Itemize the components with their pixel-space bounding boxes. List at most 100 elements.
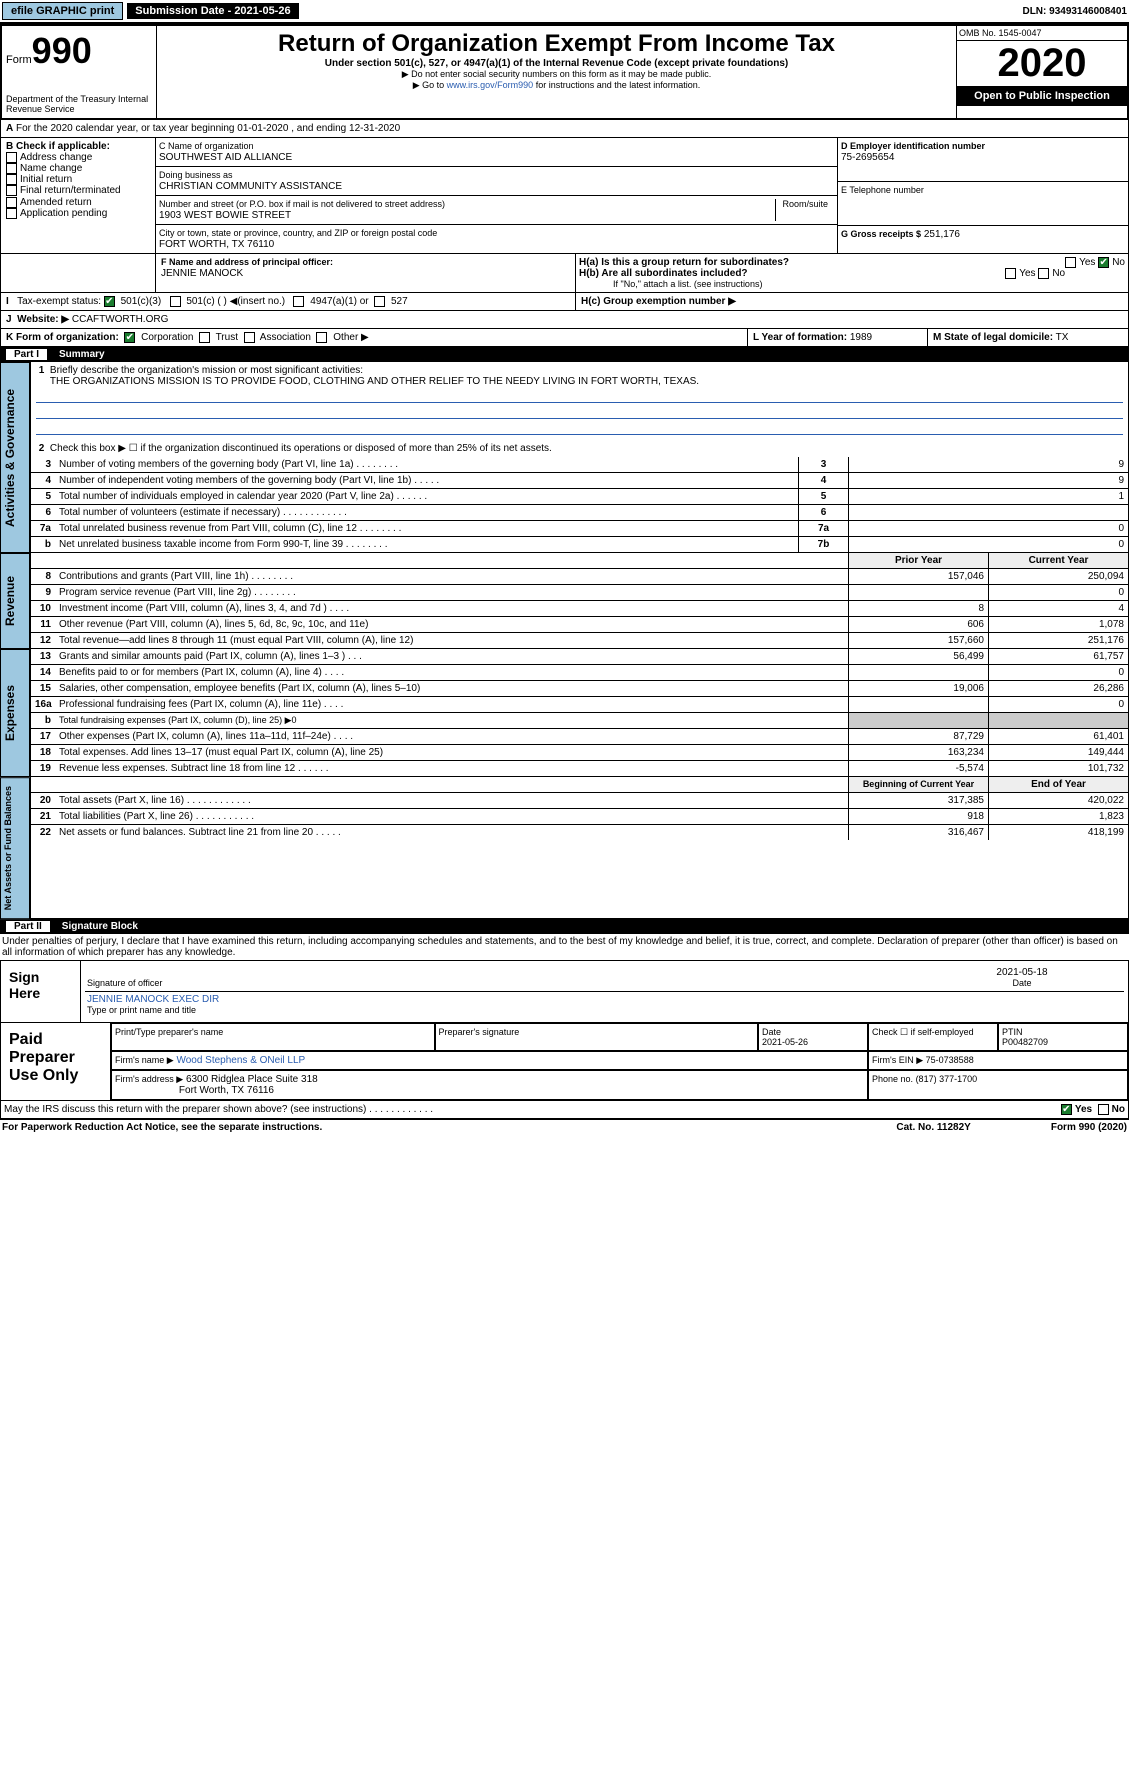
- part1-body: Activities & Governance 1 Briefly descri…: [0, 362, 1129, 919]
- fh-row: F Name and address of principal officer:…: [0, 254, 1129, 293]
- ha-no[interactable]: [1098, 257, 1109, 268]
- chk-501c[interactable]: [170, 296, 181, 307]
- part2-label: Part II: [6, 921, 50, 932]
- c15: 26,286: [988, 681, 1128, 696]
- chk-amended[interactable]: [6, 197, 17, 208]
- form-number: 990: [32, 30, 92, 71]
- chk-initial-return[interactable]: [6, 174, 17, 185]
- l6: Total number of volunteers (estimate if …: [55, 505, 798, 520]
- chk-4947[interactable]: [293, 296, 304, 307]
- p10: 8: [848, 601, 988, 616]
- l7a: Total unrelated business revenue from Pa…: [55, 521, 798, 536]
- phone-label: Phone no.: [872, 1074, 913, 1084]
- ha-yes[interactable]: [1065, 257, 1076, 268]
- p22: 316,467: [848, 825, 988, 840]
- chk-other[interactable]: [316, 332, 327, 343]
- l20: Total assets (Part X, line 16) . . . . .…: [55, 793, 798, 808]
- c10: 4: [988, 601, 1128, 616]
- prep-sig-label: Preparer's signature: [435, 1023, 759, 1051]
- subtitle-1: Under section 501(c), 527, or 4947(a)(1)…: [161, 58, 952, 69]
- p21: 918: [848, 809, 988, 824]
- footer: For Paperwork Reduction Act Notice, see …: [0, 1119, 1129, 1135]
- c8: 250,094: [988, 569, 1128, 584]
- chk-application-pending[interactable]: [6, 208, 17, 219]
- year-formation: 1989: [850, 332, 872, 343]
- signature-block: Sign Here Signature of officer 2021-05-1…: [0, 960, 1129, 1023]
- l4: Number of independent voting members of …: [55, 473, 798, 488]
- firm-name[interactable]: Wood Stephens & ONeil LLP: [176, 1055, 305, 1066]
- d-label: D Employer identification number: [841, 141, 985, 151]
- open-inspection: Open to Public Inspection: [957, 86, 1127, 106]
- tab-net-assets: Net Assets or Fund Balances: [0, 777, 30, 919]
- tab-expenses: Expenses: [0, 649, 30, 777]
- j-row: J Website: ▶ CCAFTWORTH.ORG: [0, 311, 1129, 329]
- hb-no[interactable]: [1038, 268, 1049, 279]
- preparer-block: Paid Preparer Use Only Print/Type prepar…: [0, 1023, 1129, 1101]
- part2-bar: Part II Signature Block: [0, 919, 1129, 934]
- form-header: Form990 Department of the Treasury Inter…: [0, 24, 1129, 120]
- c12: 251,176: [988, 633, 1128, 648]
- l1-text: Briefly describe the organization's miss…: [50, 365, 363, 376]
- chk-527[interactable]: [374, 296, 385, 307]
- l14: Benefits paid to or for members (Part IX…: [55, 665, 798, 680]
- discuss-no[interactable]: [1098, 1104, 1109, 1115]
- c20: 420,022: [988, 793, 1128, 808]
- c19: 101,732: [988, 761, 1128, 776]
- sig-date-label: Date: [1012, 978, 1031, 988]
- chk-name-change[interactable]: [6, 163, 17, 174]
- p19: -5,574: [848, 761, 988, 776]
- perjury-statement: Under penalties of perjury, I declare th…: [0, 934, 1129, 960]
- name-label: Type or print name and title: [87, 1005, 196, 1015]
- p16a: [848, 697, 988, 712]
- ha-label: H(a) Is this a group return for subordin…: [579, 257, 789, 268]
- hb-note: If "No," attach a list. (see instruction…: [579, 279, 1125, 289]
- chk-trust[interactable]: [199, 332, 210, 343]
- c18: 149,444: [988, 745, 1128, 760]
- l19: Revenue less expenses. Subtract line 18 …: [55, 761, 798, 776]
- c-name-label: C Name of organization: [159, 141, 254, 151]
- hb-yes[interactable]: [1005, 268, 1016, 279]
- m-label: M State of legal domicile:: [933, 332, 1053, 343]
- l15: Salaries, other compensation, employee b…: [55, 681, 798, 696]
- v7b: 0: [848, 537, 1128, 552]
- subtitle-3: ▶ Go to www.irs.gov/Form990 for instruct…: [161, 80, 952, 91]
- chk-address-change[interactable]: [6, 152, 17, 163]
- chk-final-return[interactable]: [6, 185, 17, 196]
- prep-name-label: Print/Type preparer's name: [111, 1023, 435, 1051]
- subtitle-2: ▶ Do not enter social security numbers o…: [161, 69, 952, 80]
- sig-date: 2021-05-18: [996, 967, 1047, 978]
- efile-print-button[interactable]: efile GRAPHIC print: [2, 2, 123, 20]
- section-deg: D Employer identification number 75-2695…: [838, 138, 1128, 253]
- l11: Other revenue (Part VIII, column (A), li…: [55, 617, 798, 632]
- c17: 61,401: [988, 729, 1128, 744]
- firm-addr: 6300 Ridglea Place Suite 318: [186, 1074, 318, 1085]
- l7b: Net unrelated business taxable income fr…: [55, 537, 798, 552]
- b-label: B Check if applicable:: [6, 141, 110, 152]
- irs-link[interactable]: www.irs.gov/Form990: [447, 80, 534, 90]
- l-label: L Year of formation:: [753, 332, 847, 343]
- l16a: Professional fundraising fees (Part IX, …: [55, 697, 798, 712]
- part2-title: Signature Block: [62, 921, 138, 932]
- tax-year: 2020: [957, 41, 1127, 86]
- phone: (817) 377-1700: [916, 1074, 978, 1084]
- discuss-yes[interactable]: [1061, 1104, 1072, 1115]
- chk-501c3[interactable]: [104, 296, 115, 307]
- v3: 9: [848, 457, 1128, 472]
- l5: Total number of individuals employed in …: [55, 489, 798, 504]
- form-title: Return of Organization Exempt From Incom…: [161, 30, 952, 58]
- officer-printed-name[interactable]: JENNIE MANOCK EXEC DIR: [87, 994, 219, 1005]
- p14: [848, 665, 988, 680]
- p18: 163,234: [848, 745, 988, 760]
- chk-self-employed[interactable]: Check ☐ if self-employed: [868, 1023, 998, 1051]
- ptin: P00482709: [1002, 1037, 1048, 1047]
- c13: 61,757: [988, 649, 1128, 664]
- l2-text: Check this box ▶ ☐ if the organization d…: [50, 443, 552, 454]
- form-prefix: Form: [6, 54, 32, 66]
- l9: Program service revenue (Part VIII, line…: [55, 585, 798, 600]
- l12: Total revenue—add lines 8 through 11 (mu…: [55, 633, 798, 648]
- department: Department of the Treasury Internal Reve…: [6, 94, 152, 114]
- chk-corporation[interactable]: [124, 332, 135, 343]
- i-row: I Tax-exempt status: 501(c)(3) 501(c) ( …: [0, 293, 1129, 311]
- sig-officer-label: Signature of officer: [87, 978, 162, 988]
- chk-association[interactable]: [244, 332, 255, 343]
